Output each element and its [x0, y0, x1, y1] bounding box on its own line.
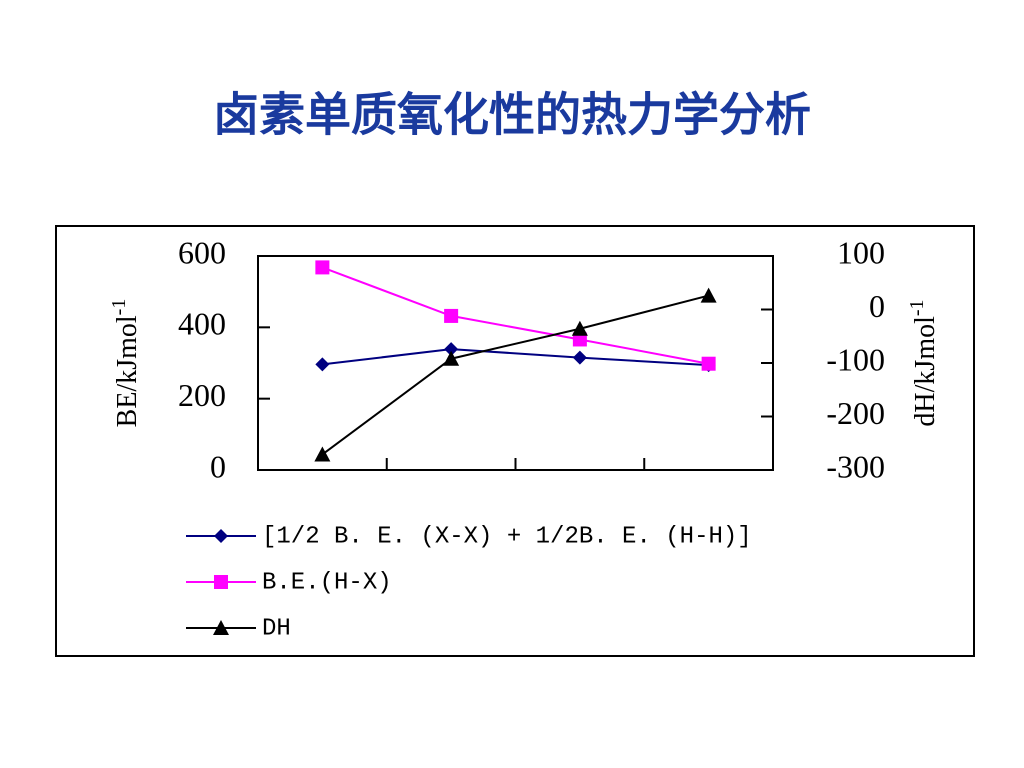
slide-title: 卤素单质氧化性的热力学分析: [213, 88, 811, 142]
marker: [213, 620, 229, 635]
y-tick-label: 400: [178, 306, 226, 342]
y2-tick-label: -300: [826, 448, 885, 484]
legend-label: DH: [262, 615, 291, 642]
marker: [572, 332, 587, 347]
y-axis-label-text: BE/kJmol: [112, 315, 143, 427]
marker: [444, 308, 459, 323]
y-tick-label: 200: [178, 377, 226, 413]
marker: [444, 342, 459, 357]
y2-tick-label: -200: [826, 395, 885, 431]
y2-axis-label-text: dH/kJmol: [910, 316, 941, 427]
marker: [700, 287, 717, 303]
series-line: [322, 348, 709, 367]
y-axis-label-sup: -1: [108, 299, 130, 316]
y-axis-label: BE/kJmol-1: [108, 299, 144, 428]
y2-tick-label: 100: [837, 234, 885, 270]
marker: [701, 356, 716, 371]
y2-tick-label: -100: [826, 341, 885, 377]
marker: [443, 350, 460, 366]
legend-label: B.E.(H-X): [262, 569, 392, 596]
y2-axis-label: dH/kJmol-1: [906, 299, 942, 426]
chart-frame: [55, 225, 975, 657]
marker: [315, 357, 330, 372]
series-line: [322, 266, 709, 365]
marker: [315, 260, 330, 275]
y-tick-label: 0: [210, 448, 226, 484]
legend-label: [1/2 B. E. (X-X) + 1/2B. E. (H-H)]: [262, 523, 752, 550]
marker: [571, 320, 588, 336]
series-line: [321, 294, 709, 456]
marker: [572, 350, 587, 365]
marker: [314, 446, 331, 462]
y2-tick-label: 0: [869, 288, 885, 324]
marker: [214, 575, 228, 589]
y2-axis-label-sup: -1: [906, 299, 928, 316]
y-tick-label: 600: [178, 234, 226, 270]
marker: [214, 529, 228, 543]
